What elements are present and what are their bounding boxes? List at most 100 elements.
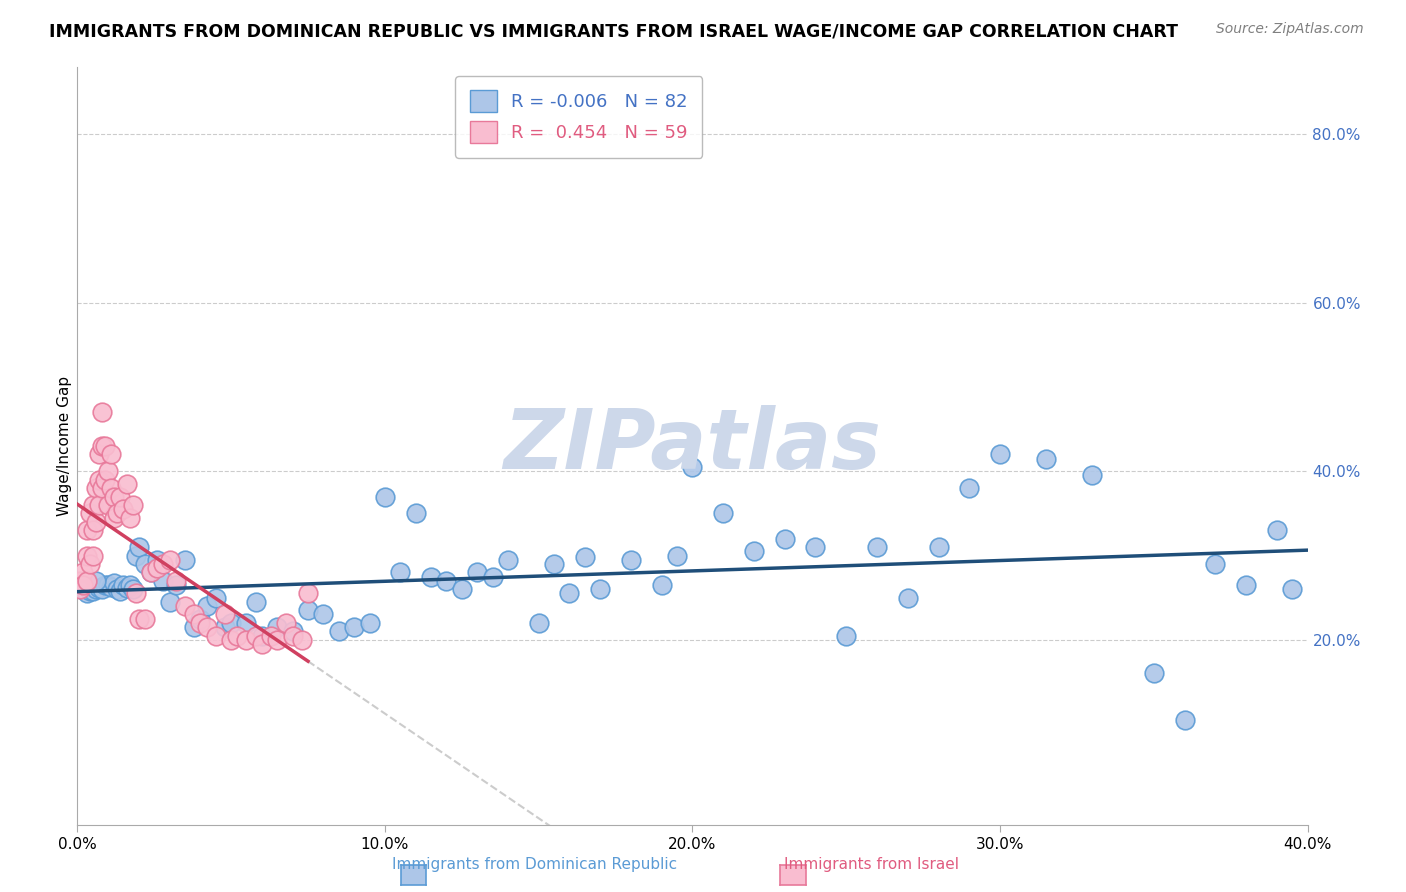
Point bbox=[84, 515, 107, 529]
Point bbox=[1281, 582, 1303, 597]
Point bbox=[72, 578, 94, 592]
Point bbox=[105, 582, 128, 597]
Point bbox=[94, 473, 117, 487]
Point bbox=[103, 576, 125, 591]
Point bbox=[450, 582, 472, 597]
Point bbox=[90, 582, 114, 597]
Point bbox=[1081, 468, 1104, 483]
Point bbox=[121, 582, 143, 597]
Point bbox=[76, 586, 98, 600]
Point bbox=[159, 595, 181, 609]
Point bbox=[957, 481, 980, 495]
Point bbox=[84, 481, 107, 495]
Point bbox=[666, 549, 689, 563]
Point bbox=[90, 481, 114, 495]
Point bbox=[1234, 578, 1257, 592]
Point bbox=[214, 620, 236, 634]
Point bbox=[82, 581, 104, 595]
Point bbox=[183, 620, 205, 634]
Point bbox=[110, 583, 132, 598]
Point bbox=[159, 552, 181, 567]
Point bbox=[90, 405, 114, 419]
Point bbox=[711, 507, 734, 521]
Point bbox=[1204, 557, 1226, 571]
Point bbox=[281, 624, 304, 639]
Point bbox=[481, 569, 503, 583]
Point bbox=[276, 615, 298, 630]
Point bbox=[359, 615, 381, 630]
Point bbox=[105, 507, 128, 521]
Point bbox=[141, 566, 163, 580]
Point bbox=[245, 628, 267, 642]
Point bbox=[465, 566, 488, 580]
Point bbox=[651, 578, 673, 592]
Point bbox=[97, 578, 120, 592]
Point bbox=[866, 540, 889, 554]
Point bbox=[72, 566, 94, 580]
Point bbox=[84, 574, 107, 588]
Point bbox=[214, 607, 236, 622]
Legend: R = -0.006   N = 82, R =  0.454   N = 59: R = -0.006 N = 82, R = 0.454 N = 59 bbox=[456, 76, 703, 158]
Point bbox=[245, 595, 267, 609]
Text: ZIPatlas: ZIPatlas bbox=[503, 406, 882, 486]
Text: Immigrants from Dominican Republic: Immigrants from Dominican Republic bbox=[392, 857, 676, 872]
Point bbox=[76, 523, 98, 537]
Point bbox=[141, 566, 163, 580]
Point bbox=[589, 582, 612, 597]
Point bbox=[115, 476, 138, 491]
Point bbox=[76, 574, 98, 588]
Point bbox=[146, 552, 169, 567]
Point bbox=[928, 540, 950, 554]
Point bbox=[1035, 451, 1057, 466]
Point bbox=[100, 580, 122, 594]
Point bbox=[343, 620, 366, 634]
Point bbox=[297, 603, 319, 617]
Point bbox=[204, 628, 226, 642]
Point bbox=[87, 473, 110, 487]
Point bbox=[420, 569, 443, 583]
Point bbox=[183, 607, 205, 622]
Point bbox=[82, 523, 104, 537]
Text: Immigrants from Israel: Immigrants from Israel bbox=[785, 857, 959, 872]
Point bbox=[174, 599, 197, 613]
Point bbox=[291, 632, 314, 647]
Point bbox=[84, 582, 107, 597]
Point bbox=[87, 498, 110, 512]
Point bbox=[389, 566, 412, 580]
Point bbox=[82, 498, 104, 512]
Point bbox=[76, 549, 98, 563]
Point bbox=[1174, 713, 1197, 727]
Point bbox=[69, 582, 91, 597]
Point bbox=[82, 549, 104, 563]
Text: IMMIGRANTS FROM DOMINICAN REPUBLIC VS IMMIGRANTS FROM ISRAEL WAGE/INCOME GAP COR: IMMIGRANTS FROM DOMINICAN REPUBLIC VS IM… bbox=[49, 22, 1178, 40]
Point bbox=[152, 557, 174, 571]
Point bbox=[125, 586, 148, 600]
Point bbox=[219, 615, 242, 630]
Point bbox=[1265, 523, 1288, 537]
Point bbox=[558, 586, 581, 600]
Point bbox=[496, 552, 519, 567]
Point bbox=[72, 582, 94, 597]
Point bbox=[195, 620, 218, 634]
Y-axis label: Wage/Income Gap: Wage/Income Gap bbox=[56, 376, 72, 516]
Point bbox=[76, 574, 98, 588]
Point bbox=[773, 532, 796, 546]
Point bbox=[574, 550, 596, 565]
Point bbox=[87, 447, 110, 461]
Point bbox=[266, 632, 288, 647]
Point bbox=[897, 591, 920, 605]
Point bbox=[235, 615, 257, 630]
Point bbox=[110, 490, 132, 504]
Point bbox=[742, 544, 765, 558]
Point bbox=[79, 557, 101, 571]
Point bbox=[405, 507, 427, 521]
Point bbox=[125, 549, 148, 563]
Point bbox=[543, 557, 565, 571]
Point bbox=[118, 510, 141, 524]
Point bbox=[1143, 666, 1166, 681]
Point bbox=[174, 552, 197, 567]
Point bbox=[281, 628, 304, 642]
Point bbox=[112, 502, 135, 516]
Point bbox=[195, 599, 218, 613]
Point bbox=[988, 447, 1011, 461]
